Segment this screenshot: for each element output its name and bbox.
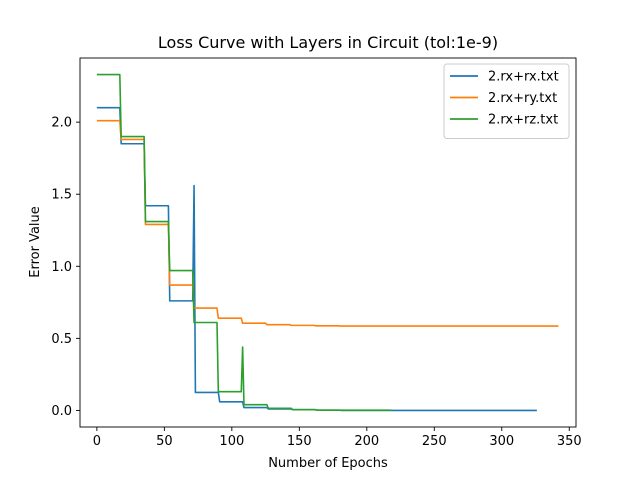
legend-label-2: 2.rx+ry.txt xyxy=(488,91,557,106)
x-tick-label: 100 xyxy=(219,434,244,449)
x-tick-label: 200 xyxy=(354,434,379,449)
x-tick-label: 0 xyxy=(93,434,101,449)
y-axis-label: Error Value xyxy=(28,206,43,278)
legend: 2.rx+rx.txt 2.rx+ry.txt 2.rx+rz.txt xyxy=(443,63,570,139)
axes: 0 50 100 150 200 250 300 350 0.0 0.5 1.0 1.5 2.0 xyxy=(51,57,582,449)
y-tick-label: 0.0 xyxy=(51,404,72,419)
y-tick-label: 2.0 xyxy=(51,116,72,131)
x-axis-label: Number of Epochs xyxy=(268,456,388,471)
x-tick-label: 250 xyxy=(422,434,447,449)
y-tick-label: 1.5 xyxy=(51,188,72,203)
series-line-3 xyxy=(96,73,392,411)
chart-title: Loss Curve with Layers in Circuit (tol:1… xyxy=(158,33,498,52)
x-tick-label: 50 xyxy=(156,434,173,449)
legend-label-3: 2.rx+rz.txt xyxy=(488,113,558,128)
x-tick-label: 150 xyxy=(287,434,312,449)
plot-area xyxy=(96,73,559,412)
legend-label-1: 2.rx+rx.txt xyxy=(488,70,559,85)
y-tick-label: 1.0 xyxy=(51,260,72,275)
x-tick-label: 300 xyxy=(489,434,514,449)
x-tick-label: 350 xyxy=(557,434,582,449)
y-tick-label: 0.5 xyxy=(51,332,72,347)
axes-frame xyxy=(79,57,577,428)
